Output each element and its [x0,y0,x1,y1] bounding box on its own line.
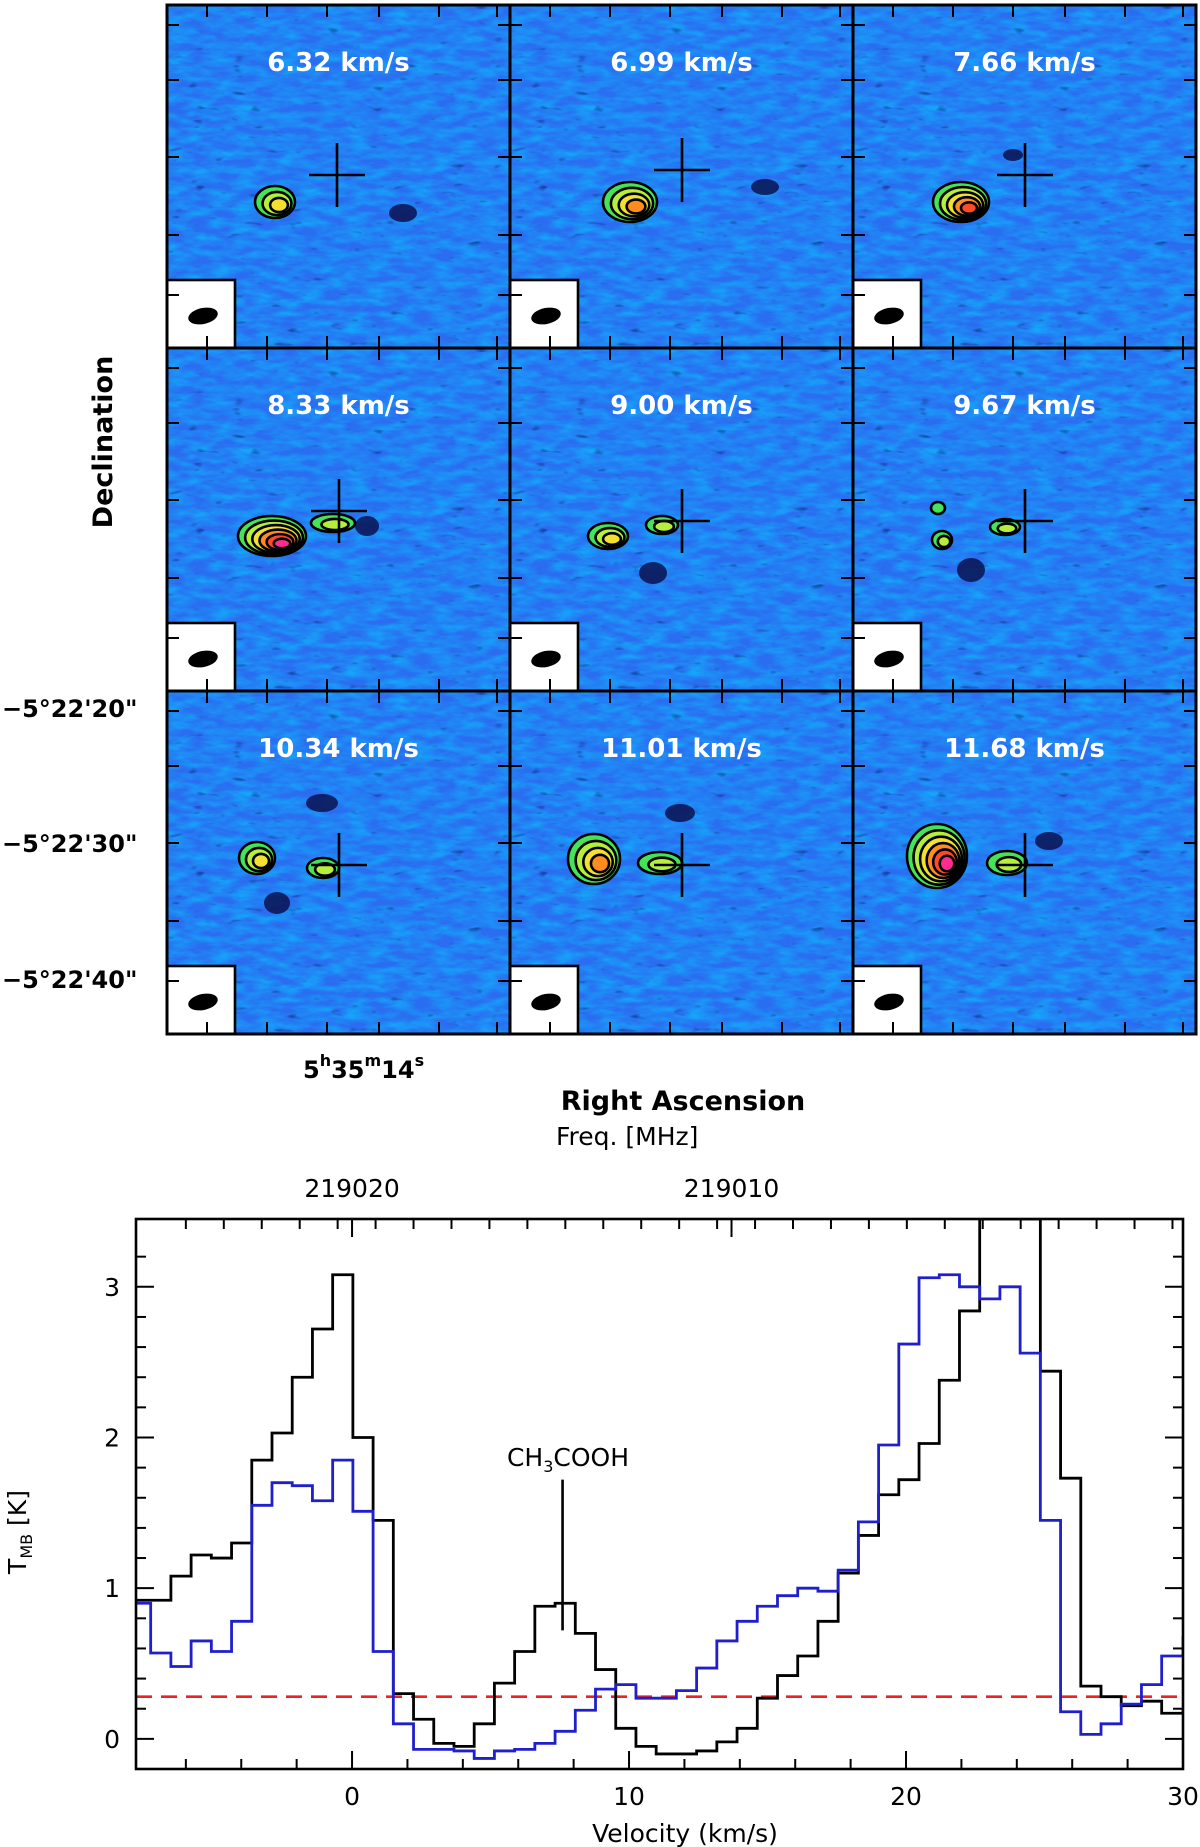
dark-spot [665,804,695,822]
emission-contour [313,862,337,877]
emission-contour [936,534,952,549]
x-tick-label: 20 [890,1782,922,1811]
right-ascension-axis-title: Right Ascension [561,1086,806,1117]
emission-contour [996,522,1018,535]
top-tick-label: 219020 [304,1174,399,1203]
channel-panel-7: 10.34 km/s [165,689,512,1036]
emission-contour [589,853,611,874]
beam-box [167,278,237,348]
beam-box [853,964,923,1034]
channel-panel-1: 6.32 km/s [165,3,512,350]
ch3cooh-annotation: CH3COOH [507,1443,629,1476]
beam-ellipse [531,307,561,325]
beam-ellipse [874,307,904,325]
beam-ellipse [188,993,218,1011]
beam-ellipse [531,650,561,668]
top-tick-label: 219010 [684,1174,779,1203]
dark-spot [389,204,417,222]
x-tick-label: 0 [344,1782,360,1811]
emission-contour [938,854,956,873]
spectrum-plot: 0 10 20 30 219020 219010 0 1 2 3 [104,1174,1199,1811]
dark-spot [1035,832,1063,850]
panel-frame [851,689,1198,1036]
y-tick-label: 1 [104,1574,120,1603]
dec-tick-label-2: −5°22'30" [2,830,137,858]
dec-tick-label-3: −5°22'40" [2,966,137,994]
tmb-axis-title: TMB [K] [3,1490,36,1575]
beam-ellipse [188,307,218,325]
emission-contour [959,200,979,216]
velocity-label: 6.32 km/s [267,48,410,78]
velocity-label: 8.33 km/s [267,391,410,421]
velocity-label: 11.01 km/s [601,734,762,764]
y-tick-label: 2 [104,1423,120,1452]
velocity-label: 9.00 km/s [610,391,753,421]
y-tick-label: 3 [104,1273,120,1302]
emission-contour [929,500,947,516]
beam-ellipse [874,993,904,1011]
spectrum-background [136,1219,1183,1769]
dark-spot [264,892,290,914]
channel-panel-5: 9.00 km/s [508,346,855,693]
dark-spot [1003,149,1023,161]
channel-panel-2: 6.99 km/s [508,3,855,350]
velocity-label: 6.99 km/s [610,48,753,78]
dark-spot [639,562,667,584]
emission-contour [268,196,290,214]
channel-maps: 6.32 km/s 6.99 km/s 7.66 km/s 8.33 km/s 9.00… [165,3,1198,1036]
declination-axis-title: Declination [88,356,119,529]
freq-axis-label: Freq. [MHz] [556,1122,698,1151]
emission-contour [601,531,623,547]
x-tick-label: 30 [1167,1782,1199,1811]
dec-tick-label-1: −5°22'20" [2,695,137,723]
beam-ellipse [531,993,561,1011]
velocity-label: 9.67 km/s [953,391,1096,421]
dark-spot [355,516,379,536]
velocity-label: 11.68 km/s [944,734,1105,764]
dark-spot [957,558,985,582]
channel-panel-9: 11.68 km/s [851,689,1198,1036]
emission-contour [625,198,647,215]
velocity-label: 7.66 km/s [953,48,1096,78]
dark-spot [306,794,338,812]
velocity-label: 10.34 km/s [258,734,419,764]
emission-contour [251,852,271,870]
x-tick-label: 10 [613,1782,645,1811]
y-tick-label: 0 [104,1725,120,1754]
beam-ellipse [874,650,904,668]
channel-panel-8: 11.01 km/s [508,689,855,1036]
emission-contour [272,537,292,550]
dark-spot [751,179,779,195]
velocity-axis-title: Velocity (km/s) [592,1819,778,1847]
beam-ellipse [188,650,218,668]
spectrum-frame [134,1217,1185,1771]
spectrum-series-blue [136,1273,1183,1760]
emission-contour [320,517,350,532]
channel-panel-6: 9.67 km/s [851,346,1198,693]
emission-contour [652,519,676,534]
spectrum-series-black [136,1219,1183,1756]
channel-panel-3: 7.66 km/s [851,3,1198,350]
channel-panel-4: 8.33 km/s [165,346,512,693]
ra-tick-label: 5h35m14s [303,1051,424,1084]
